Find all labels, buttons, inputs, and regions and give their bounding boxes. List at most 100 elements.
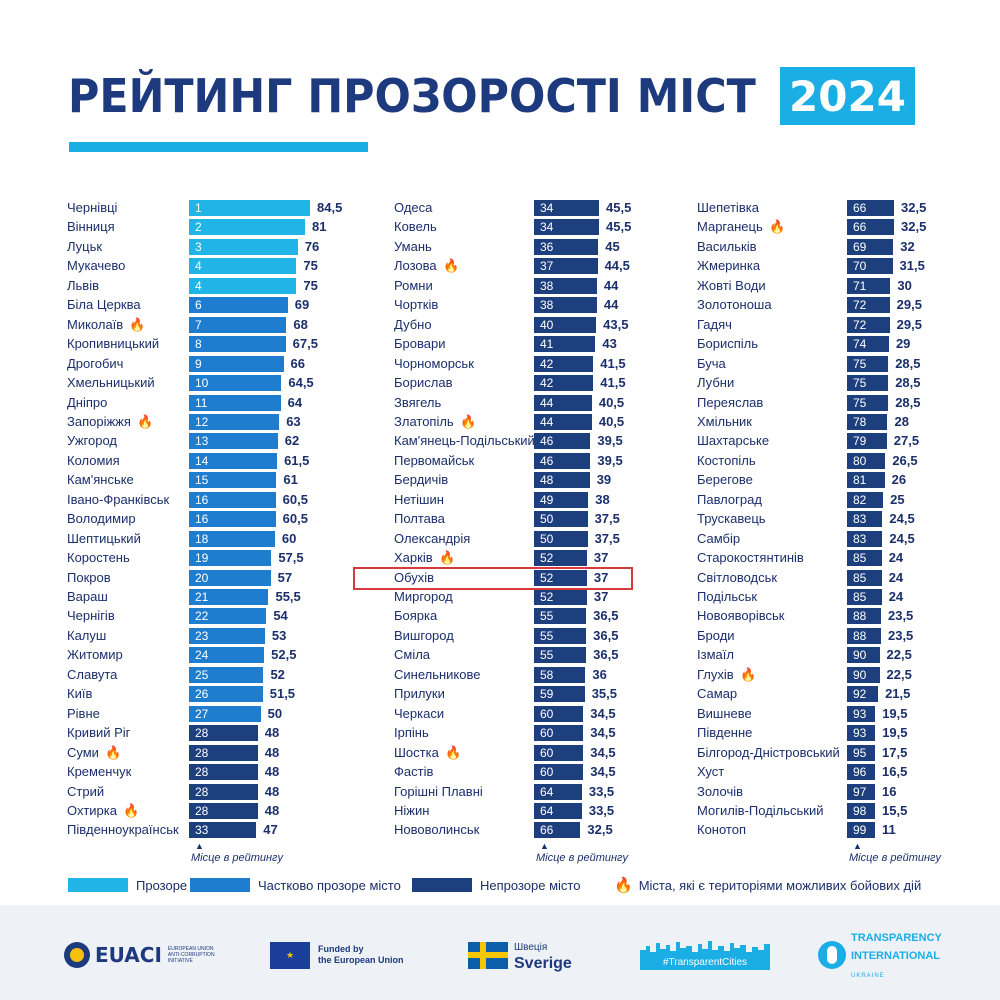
rank-bar: 98 <box>847 802 875 819</box>
ranking-row: Олександрія 50 37,5 <box>394 530 639 547</box>
ranking-row: Конотоп 99 11 <box>697 822 934 839</box>
score-label: 23,5 <box>887 608 914 624</box>
highlight-box <box>353 567 633 590</box>
rank-bar: 4 <box>189 277 297 294</box>
city-name: Стрий <box>67 783 105 799</box>
score-label: 27,5 <box>893 433 920 449</box>
score-label: 24,5 <box>889 530 915 546</box>
ranking-row: Лубни 75 28,5 <box>697 375 934 392</box>
city-name: Кам'янець-Подільський <box>394 433 535 449</box>
score-label: 39,5 <box>597 433 623 449</box>
rank-bar: 90 <box>847 666 880 683</box>
score-label: 29 <box>895 336 911 352</box>
rank-bar: 34 <box>534 219 599 236</box>
city-name: Охтирка <box>67 802 117 818</box>
city-name: Златопіль <box>394 413 454 429</box>
score-label: 53 <box>271 627 287 643</box>
rank-bar: 83 <box>847 511 883 528</box>
ranking-row: Коростень 19 57,5 <box>67 550 350 567</box>
city-name: Вишневе <box>697 705 752 721</box>
score-label: 76 <box>304 238 320 254</box>
fire-icon: 🔥 <box>740 666 757 682</box>
score-label: 36,5 <box>593 627 619 643</box>
rank-bar: 50 <box>534 530 588 547</box>
rank-bar: 33 <box>189 822 257 839</box>
score-label: 45 <box>605 238 620 254</box>
ranking-row: Дубно 40 43,5 <box>394 316 639 333</box>
rank-bar: 85 <box>847 589 882 605</box>
ranking-row: Златопіль 🔥 44 40,5 <box>394 413 639 430</box>
score-label: 37 <box>593 569 609 585</box>
city-name: Луцьк <box>67 238 103 254</box>
city-name: Хуст <box>697 764 725 780</box>
ranking-row: Полтава 50 37,5 <box>394 511 639 528</box>
city-name: Дрогобич <box>67 355 124 371</box>
city-name: Чернігів <box>67 608 115 624</box>
city-name: Костопіль <box>697 452 756 468</box>
rank-bar: 52 <box>534 569 587 586</box>
score-label: 24 <box>888 589 904 604</box>
ranking-row: Луцьк 3 76 <box>67 238 350 255</box>
ranking-row: Золочів 97 16 <box>697 783 934 800</box>
score-label: 40,5 <box>598 413 625 429</box>
axis-marker-icon: ▲ <box>540 841 549 851</box>
rank-bar: 42 <box>534 355 594 372</box>
ranking-row: Ромни 38 44 <box>394 277 639 294</box>
city-name: Могилів-Подільський <box>697 802 824 818</box>
city-name: Дніпро <box>67 394 108 410</box>
rank-bar: 9 <box>189 355 284 372</box>
rank-bar: 10 <box>189 375 282 392</box>
rank-bar: 58 <box>534 666 586 683</box>
ranking-row: Одеса 34 45,5 <box>394 200 639 216</box>
sweden-flag-icon <box>468 941 508 969</box>
score-label: 48 <box>264 783 280 799</box>
ranking-row: Новояворівськ 88 23,5 <box>697 608 934 625</box>
rank-bar: 4 <box>189 258 297 275</box>
ranking-row: Вараш 21 55,5 <box>67 589 350 605</box>
ranking-row: Вишневе 93 19,5 <box>697 705 934 722</box>
city-name: Львів <box>67 277 100 293</box>
city-name: Кременчук <box>67 764 132 780</box>
score-label: 34,5 <box>590 744 616 760</box>
score-label: 64 <box>287 394 303 410</box>
rank-bar: 1 <box>189 200 310 216</box>
rank-bar: 81 <box>847 472 885 489</box>
rank-bar: 7 <box>189 316 287 333</box>
score-label: 29,5 <box>896 316 922 332</box>
ranking-row: Рівне 27 50 <box>67 705 350 722</box>
score-label: 54 <box>273 608 288 624</box>
city-name: Дубно <box>394 316 432 332</box>
city-name: Вінниця <box>67 219 115 235</box>
rank-bar: 64 <box>534 783 582 800</box>
city-name: Переяслав <box>697 394 764 410</box>
rank-bar: 36 <box>534 238 599 255</box>
rank-bar: 60 <box>534 725 584 742</box>
legend-item-partial: Частково прозоре місто <box>190 876 401 894</box>
city-name: Вишгород <box>394 627 454 643</box>
city-name: Нетішин <box>394 491 444 507</box>
rank-bar: 24 <box>189 647 265 664</box>
rank-bar: 80 <box>847 452 886 469</box>
rank-bar: 50 <box>534 511 588 528</box>
city-name: Васильків <box>697 238 757 254</box>
city-name: Мукачево <box>67 258 126 274</box>
city-name: Київ <box>67 686 93 702</box>
rank-bar: 97 <box>847 783 875 800</box>
ranking-row: Шостка 🔥 60 34,5 <box>394 744 639 761</box>
rank-bar: 55 <box>534 608 587 625</box>
legend-item-war: 🔥 Міста, які є територіями можливих бойо… <box>614 876 921 894</box>
rank-bar: 85 <box>847 569 882 586</box>
score-label: 48 <box>264 764 280 780</box>
score-label: 35,5 <box>591 686 618 702</box>
score-label: 52 <box>270 666 285 682</box>
city-name: Ужгород <box>67 433 117 449</box>
city-name: Ірпінь <box>394 725 429 741</box>
score-label: 22,5 <box>886 647 912 663</box>
rank-bar: 82 <box>847 491 884 508</box>
ranking-row: Нетішин 49 38 <box>394 491 639 508</box>
city-name: Бориспіль <box>697 336 759 352</box>
ti-line3: UKRAINE <box>851 973 885 979</box>
ranking-row: Київ 26 51,5 <box>67 686 350 703</box>
ranking-row: Нововолинськ 66 32,5 <box>394 822 639 839</box>
ranking-row: Мукачево 4 75 <box>67 258 350 275</box>
